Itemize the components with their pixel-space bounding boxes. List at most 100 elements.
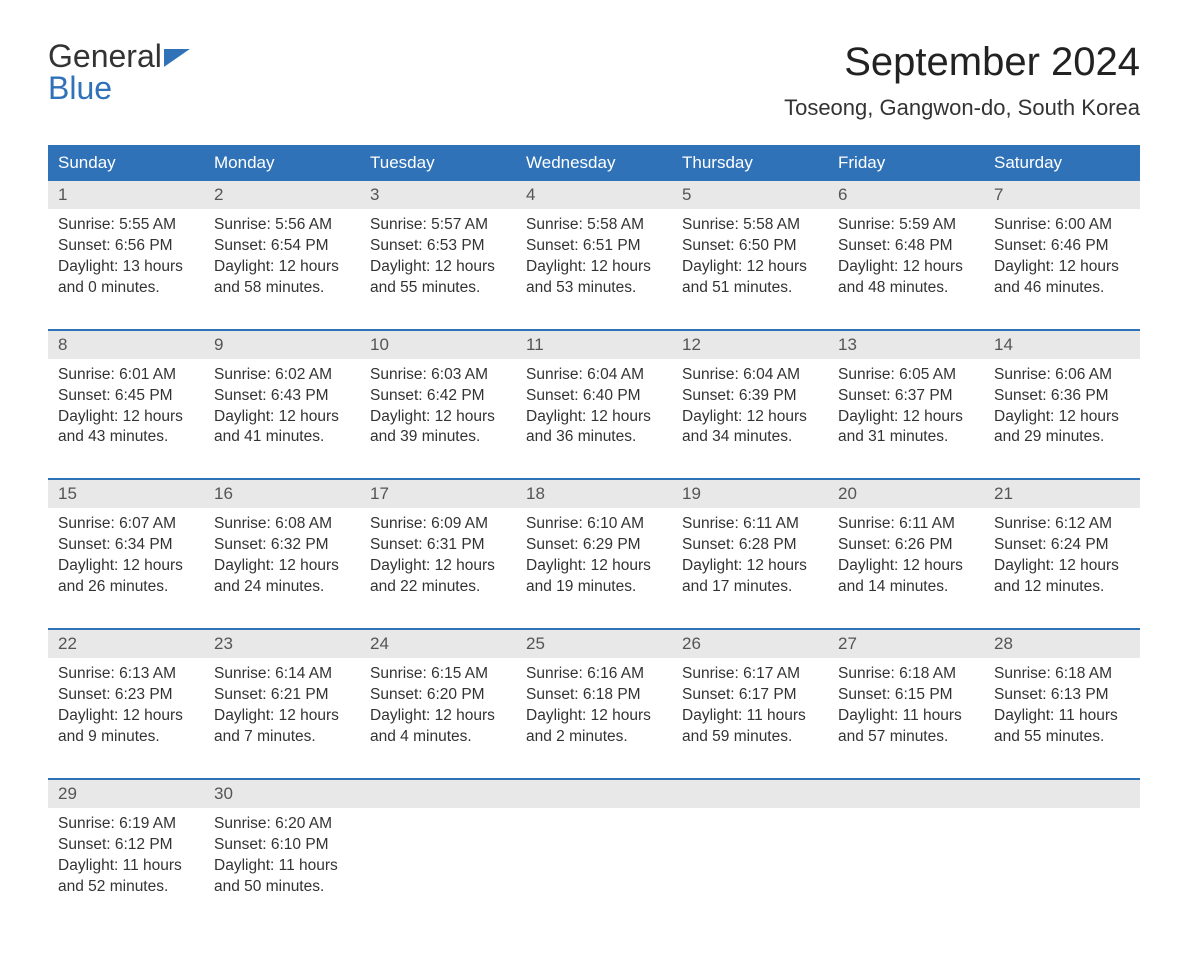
day-number: 9: [204, 331, 360, 359]
day-number-row: 22232425262728: [48, 630, 1140, 658]
day-dl2: and 4 minutes.: [370, 727, 506, 748]
day-cell: Sunrise: 6:00 AMSunset: 6:46 PMDaylight:…: [984, 209, 1140, 301]
day-cell: Sunrise: 5:56 AMSunset: 6:54 PMDaylight:…: [204, 209, 360, 301]
day-number: 11: [516, 331, 672, 359]
day-dl2: and 31 minutes.: [838, 427, 974, 448]
logo: General Blue: [48, 40, 190, 104]
day-dl1: Daylight: 12 hours: [370, 257, 506, 278]
day-sunrise: Sunrise: 6:11 AM: [838, 514, 974, 535]
day-number-row: 891011121314: [48, 331, 1140, 359]
day-number: [360, 780, 516, 808]
day-dl1: Daylight: 12 hours: [214, 706, 350, 727]
day-sunset: Sunset: 6:50 PM: [682, 236, 818, 257]
day-sunset: Sunset: 6:43 PM: [214, 386, 350, 407]
day-sunset: Sunset: 6:46 PM: [994, 236, 1130, 257]
day-dl1: Daylight: 12 hours: [994, 407, 1130, 428]
dow-tue: Tuesday: [360, 145, 516, 181]
day-sunrise: Sunrise: 5:58 AM: [682, 215, 818, 236]
flag-icon: [164, 49, 190, 67]
day-number: 23: [204, 630, 360, 658]
day-sunrise: Sunrise: 6:05 AM: [838, 365, 974, 386]
day-sunset: Sunset: 6:23 PM: [58, 685, 194, 706]
day-sunset: Sunset: 6:28 PM: [682, 535, 818, 556]
day-dl1: Daylight: 12 hours: [994, 556, 1130, 577]
day-cell: Sunrise: 6:10 AMSunset: 6:29 PMDaylight:…: [516, 508, 672, 600]
day-sunrise: Sunrise: 6:04 AM: [526, 365, 662, 386]
day-dl2: and 34 minutes.: [682, 427, 818, 448]
day-sunrise: Sunrise: 6:11 AM: [682, 514, 818, 535]
day-number: [828, 780, 984, 808]
day-dl2: and 41 minutes.: [214, 427, 350, 448]
day-dl2: and 50 minutes.: [214, 877, 350, 898]
day-dl2: and 43 minutes.: [58, 427, 194, 448]
day-sunset: Sunset: 6:29 PM: [526, 535, 662, 556]
week-row: 15161718192021Sunrise: 6:07 AMSunset: 6:…: [48, 478, 1140, 600]
calendar: Sunday Monday Tuesday Wednesday Thursday…: [48, 145, 1140, 899]
dow-fri: Friday: [828, 145, 984, 181]
day-sunrise: Sunrise: 6:01 AM: [58, 365, 194, 386]
day-dl1: Daylight: 12 hours: [526, 407, 662, 428]
day-sunrise: Sunrise: 6:03 AM: [370, 365, 506, 386]
day-dl1: Daylight: 12 hours: [370, 706, 506, 727]
day-sunset: Sunset: 6:45 PM: [58, 386, 194, 407]
day-dl2: and 0 minutes.: [58, 278, 194, 299]
day-cell: Sunrise: 5:59 AMSunset: 6:48 PMDaylight:…: [828, 209, 984, 301]
day-cell: Sunrise: 6:02 AMSunset: 6:43 PMDaylight:…: [204, 359, 360, 451]
day-cell: [360, 808, 516, 900]
day-dl1: Daylight: 12 hours: [58, 706, 194, 727]
day-cell: Sunrise: 5:58 AMSunset: 6:51 PMDaylight:…: [516, 209, 672, 301]
day-dl1: Daylight: 12 hours: [214, 257, 350, 278]
day-sunset: Sunset: 6:26 PM: [838, 535, 974, 556]
day-dl2: and 58 minutes.: [214, 278, 350, 299]
day-sunset: Sunset: 6:53 PM: [370, 236, 506, 257]
day-sunrise: Sunrise: 6:09 AM: [370, 514, 506, 535]
day-number: 12: [672, 331, 828, 359]
day-sunrise: Sunrise: 6:08 AM: [214, 514, 350, 535]
day-number-row: 1234567: [48, 181, 1140, 209]
day-body-row: Sunrise: 5:55 AMSunset: 6:56 PMDaylight:…: [48, 209, 1140, 301]
day-sunrise: Sunrise: 5:58 AM: [526, 215, 662, 236]
day-dl1: Daylight: 12 hours: [526, 556, 662, 577]
day-cell: Sunrise: 6:12 AMSunset: 6:24 PMDaylight:…: [984, 508, 1140, 600]
title-block: September 2024 Toseong, Gangwon-do, Sout…: [784, 40, 1140, 121]
day-sunset: Sunset: 6:32 PM: [214, 535, 350, 556]
day-dl1: Daylight: 12 hours: [214, 407, 350, 428]
day-sunset: Sunset: 6:10 PM: [214, 835, 350, 856]
day-number: [984, 780, 1140, 808]
day-dl2: and 26 minutes.: [58, 577, 194, 598]
day-sunset: Sunset: 6:24 PM: [994, 535, 1130, 556]
day-sunrise: Sunrise: 6:18 AM: [838, 664, 974, 685]
day-cell: Sunrise: 6:05 AMSunset: 6:37 PMDaylight:…: [828, 359, 984, 451]
day-dl1: Daylight: 12 hours: [682, 556, 818, 577]
location-text: Toseong, Gangwon-do, South Korea: [784, 95, 1140, 121]
day-of-week-header: Sunday Monday Tuesday Wednesday Thursday…: [48, 145, 1140, 181]
day-number: 17: [360, 480, 516, 508]
day-dl1: Daylight: 12 hours: [370, 556, 506, 577]
day-cell: Sunrise: 6:18 AMSunset: 6:13 PMDaylight:…: [984, 658, 1140, 750]
day-dl2: and 22 minutes.: [370, 577, 506, 598]
day-cell: [516, 808, 672, 900]
day-sunset: Sunset: 6:56 PM: [58, 236, 194, 257]
day-number: [672, 780, 828, 808]
day-sunset: Sunset: 6:39 PM: [682, 386, 818, 407]
day-sunrise: Sunrise: 6:04 AM: [682, 365, 818, 386]
day-number: 2: [204, 181, 360, 209]
day-number: 6: [828, 181, 984, 209]
day-dl2: and 51 minutes.: [682, 278, 818, 299]
day-dl1: Daylight: 12 hours: [682, 257, 818, 278]
day-cell: Sunrise: 6:11 AMSunset: 6:26 PMDaylight:…: [828, 508, 984, 600]
day-body-row: Sunrise: 6:01 AMSunset: 6:45 PMDaylight:…: [48, 359, 1140, 451]
day-number: 26: [672, 630, 828, 658]
day-dl1: Daylight: 12 hours: [58, 556, 194, 577]
day-number: 8: [48, 331, 204, 359]
day-cell: Sunrise: 6:20 AMSunset: 6:10 PMDaylight:…: [204, 808, 360, 900]
day-cell: Sunrise: 6:04 AMSunset: 6:39 PMDaylight:…: [672, 359, 828, 451]
day-number: [516, 780, 672, 808]
day-cell: Sunrise: 6:01 AMSunset: 6:45 PMDaylight:…: [48, 359, 204, 451]
day-sunrise: Sunrise: 6:18 AM: [994, 664, 1130, 685]
day-number: 3: [360, 181, 516, 209]
header: General Blue September 2024 Toseong, Gan…: [48, 40, 1140, 121]
week-row: 22232425262728Sunrise: 6:13 AMSunset: 6:…: [48, 628, 1140, 750]
page-title: September 2024: [784, 40, 1140, 85]
day-dl1: Daylight: 12 hours: [58, 407, 194, 428]
